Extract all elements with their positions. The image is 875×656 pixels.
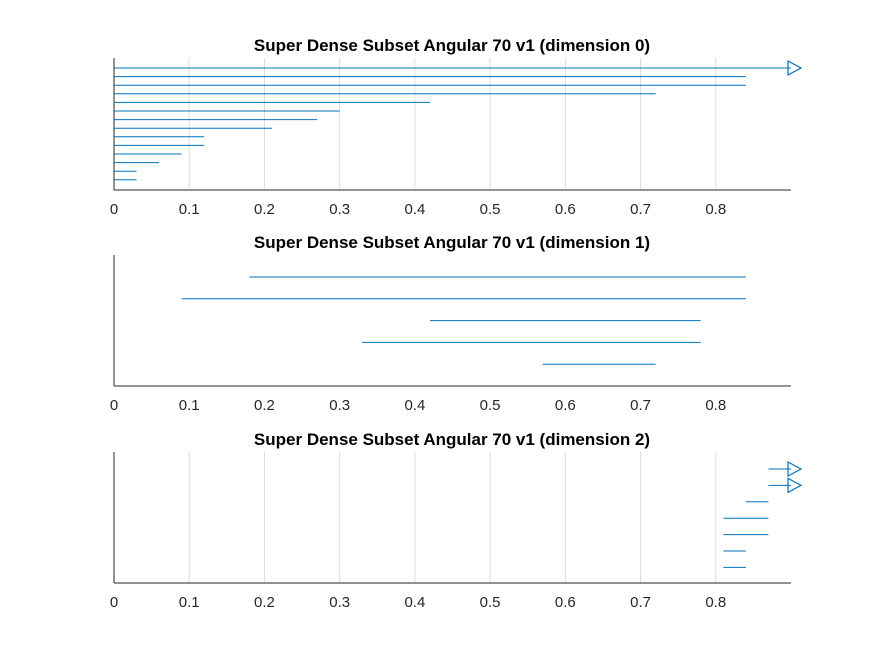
x-tick-label: 0.5	[480, 201, 501, 218]
unbounded-arrow-icon	[787, 460, 803, 478]
chart-title: Super Dense Subset Angular 70 v1 (dimens…	[254, 36, 650, 55]
x-tick-label: 0.1	[179, 397, 200, 414]
unbounded-arrow-icon	[787, 59, 803, 77]
x-tick-label: 0.6	[555, 594, 576, 611]
x-tick-label: 0.1	[179, 594, 200, 611]
x-tick-label: 0.3	[329, 397, 350, 414]
x-tick-label: 0.1	[179, 201, 200, 218]
chart-title: Super Dense Subset Angular 70 v1 (dimens…	[254, 430, 650, 449]
unbounded-arrow-icon	[787, 477, 803, 494]
x-tick-label: 0.5	[480, 397, 501, 414]
x-tick-label: 0.7	[630, 201, 651, 218]
chart-panel-dimension-0: Super Dense Subset Angular 70 v1 (dimens…	[110, 36, 803, 218]
x-tick-label: 0.4	[404, 594, 425, 611]
x-tick-label: 0.8	[705, 201, 726, 218]
x-tick-label: 0.2	[254, 201, 275, 218]
x-tick-label: 0.2	[254, 594, 275, 611]
x-tick-label: 0.8	[705, 594, 726, 611]
x-tick-label: 0.7	[630, 594, 651, 611]
x-tick-label: 0.7	[630, 397, 651, 414]
x-tick-label: 0	[110, 397, 118, 414]
x-tick-label: 0.6	[555, 201, 576, 218]
x-tick-label: 0	[110, 594, 118, 611]
x-tick-label: 0.4	[404, 397, 425, 414]
x-tick-label: 0.8	[705, 397, 726, 414]
x-tick-label: 0	[110, 201, 118, 218]
x-tick-label: 0.6	[555, 397, 576, 414]
chart-panel-dimension-1: Super Dense Subset Angular 70 v1 (dimens…	[110, 233, 791, 414]
chart-panel-dimension-2: Super Dense Subset Angular 70 v1 (dimens…	[110, 430, 803, 611]
x-tick-label: 0.3	[329, 201, 350, 218]
chart-title: Super Dense Subset Angular 70 v1 (dimens…	[254, 233, 650, 252]
x-tick-label: 0.5	[480, 594, 501, 611]
x-tick-label: 0.2	[254, 397, 275, 414]
x-tick-label: 0.4	[404, 201, 425, 218]
x-tick-label: 0.3	[329, 594, 350, 611]
